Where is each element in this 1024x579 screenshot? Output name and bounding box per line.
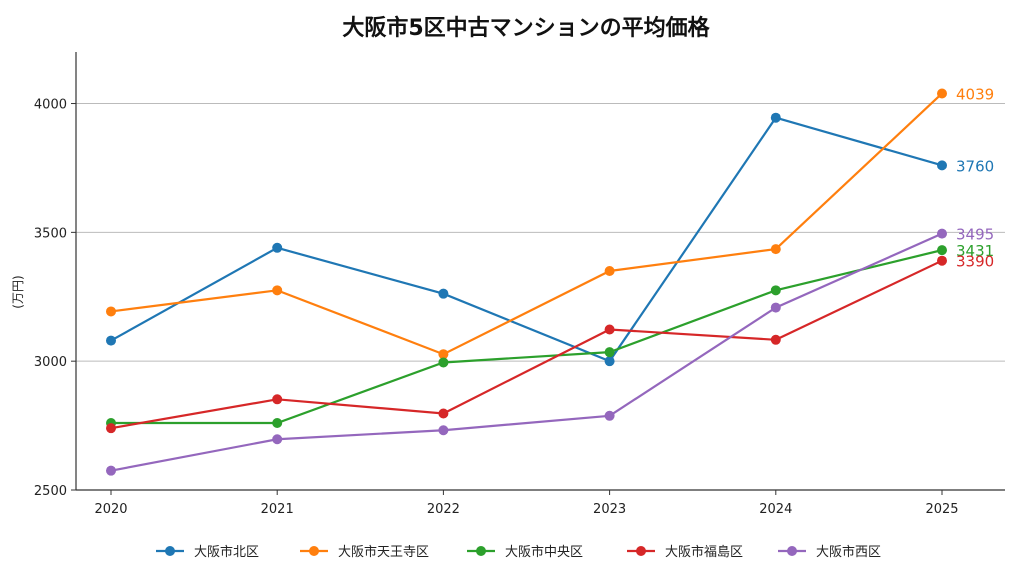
legend-item-1: 大阪市天王寺区 [300,544,429,560]
data-point-0-1 [272,242,283,253]
y-tick-label-2500: 2500 [34,484,67,499]
legend-marker-3 [636,546,646,556]
x-tick-label-2024: 2024 [759,502,792,517]
legend-marker-2 [476,546,486,556]
end-value-label-3: 3390 [956,253,994,271]
data-point-2-2 [438,357,449,368]
data-point-2-3 [604,347,615,358]
data-point-4-1 [272,434,283,445]
data-point-3-4 [770,334,781,345]
chart-title: 大阪市5区中古マンションの平均価格 [342,15,710,41]
x-tick-label-2023: 2023 [593,502,626,517]
data-point-0-5 [937,160,947,171]
legend-item-2: 大阪市中央区 [467,544,583,560]
legend: 大阪市北区 大阪市天王寺区 大阪市中央区 大阪市福島区 大阪市西区 [156,544,881,560]
y-tick-label-3500: 3500 [34,226,67,241]
data-point-1-4 [770,244,781,255]
legend-item-4: 大阪市西区 [778,544,881,560]
data-point-3-2 [438,408,449,419]
data-point-0-0 [106,335,116,346]
series-line-1 [110,92,943,356]
end-value-label-0: 3760 [956,157,994,175]
data-point-3-5 [937,255,947,266]
legend-item-0: 大阪市北区 [156,544,259,560]
end-value-label-4: 3495 [956,226,994,244]
y-tick-label-4000: 4000 [34,98,67,113]
legend-label-4: 大阪市西区 [816,544,881,560]
series-2: 3431 [106,242,994,429]
data-point-1-1 [272,285,283,296]
series-4: 3495 [106,226,994,476]
series-0: 3760 [106,112,994,367]
data-point-2-4 [770,285,781,296]
data-point-0-2 [438,288,449,299]
series-line-0 [110,116,943,363]
data-point-3-3 [604,324,615,335]
grid-lines [76,103,1005,362]
series-line-3 [110,259,943,430]
data-point-4-0 [106,465,116,476]
legend-label-3: 大阪市福島区 [665,544,743,560]
data-point-1-5 [937,88,947,99]
end-value-label-2: 3431 [956,242,994,260]
legend-item-3: 大阪市福島区 [627,544,743,560]
y-axis-label: (万円) [11,275,25,308]
x-tick-label-2025: 2025 [925,502,958,517]
data-point-1-0 [106,306,116,317]
x-tick-label-2022: 2022 [427,502,460,517]
series-1: 4039 [106,85,994,360]
y-tick-label-3000: 3000 [34,355,67,370]
series-3: 3390 [106,253,994,434]
series-line-4 [110,232,943,472]
legend-marker-4 [787,546,797,556]
data-point-2-1 [272,418,283,429]
data-point-2-5 [937,245,947,256]
data-point-4-4 [770,302,781,313]
end-value-label-1: 4039 [956,85,994,103]
x-tick-label-2020: 2020 [94,502,127,517]
legend-marker-0 [165,546,175,556]
legend-label-1: 大阪市天王寺区 [338,544,429,560]
data-point-3-0 [106,423,116,434]
series-line-2 [111,249,943,425]
legend-label-0: 大阪市北区 [194,544,259,560]
data-point-0-4 [770,112,781,123]
data-point-4-5 [937,228,947,239]
legend-marker-1 [309,546,319,556]
data-point-3-1 [272,394,283,405]
data-point-4-3 [604,410,615,421]
data-point-1-3 [604,266,615,276]
x-tick-label-2021: 2021 [261,502,294,517]
data-point-4-2 [438,425,449,436]
data-point-1-2 [438,349,449,360]
data-point-0-3 [604,356,615,367]
legend-label-2: 大阪市中央区 [505,544,583,560]
axes: 2500 3000 3500 4000 2020 2021 2022 2023 2024 2025 [34,52,1005,517]
